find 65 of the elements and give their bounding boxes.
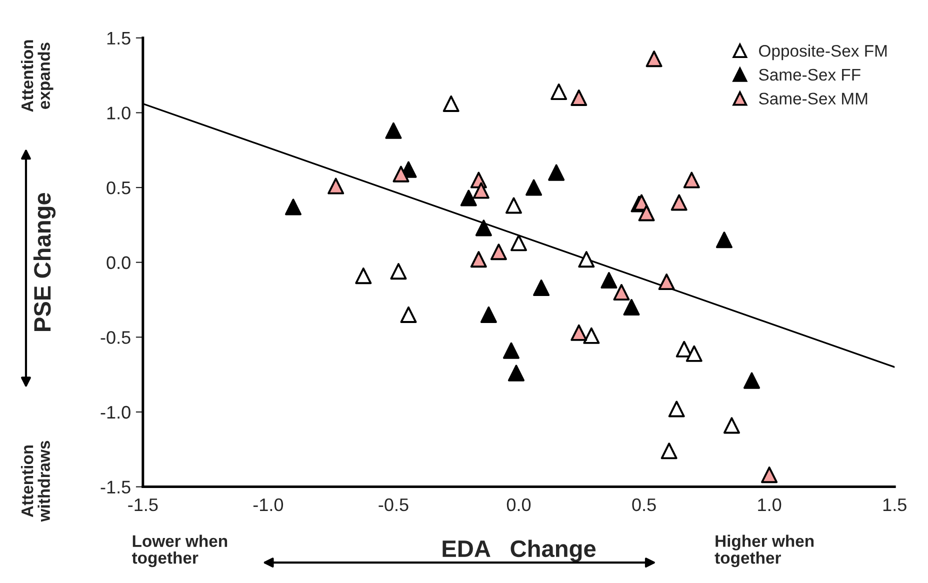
y-tick-label: 0.5: [106, 181, 130, 194]
x-axis-title: EDA Change: [442, 540, 596, 562]
point: [328, 178, 344, 194]
point: [570, 89, 588, 106]
x-tick-label: 1.5: [883, 498, 906, 512]
point: [526, 179, 542, 196]
point: [400, 306, 417, 323]
point: [658, 274, 675, 290]
text: Attention expands: [20, 40, 54, 112]
point: [505, 197, 522, 214]
y-tick-label: 0.0: [106, 256, 130, 270]
point: [570, 324, 588, 341]
point: [472, 182, 490, 199]
point: [723, 417, 740, 434]
point: [508, 364, 525, 382]
y-tick-label: 1.0: [107, 106, 130, 120]
x-tick-label: -0.5: [378, 498, 408, 512]
y-axis-title: PSE Change: [33, 192, 56, 331]
point: [668, 400, 685, 418]
point: [502, 342, 520, 359]
point: [284, 198, 302, 216]
legend-label: Same-Sex FF: [759, 68, 860, 81]
point: [670, 194, 688, 211]
y-tick-label: -1.0: [100, 406, 130, 419]
y-tick-label: 1.5: [107, 32, 130, 45]
point: [761, 466, 778, 484]
point: [613, 284, 630, 301]
point: [490, 244, 507, 260]
point: [470, 251, 487, 268]
legend-label: Same-Sex MM: [759, 92, 868, 105]
point: [676, 340, 692, 358]
point: [683, 172, 700, 188]
point: [510, 234, 528, 252]
y-tick-label: -1.5: [100, 480, 130, 494]
point: [550, 84, 568, 100]
text: Lower when together: [132, 534, 228, 568]
point: [660, 442, 678, 460]
point: [578, 251, 595, 268]
point: [355, 268, 372, 284]
point: [646, 50, 662, 68]
x-tick-label: 1.0: [758, 498, 782, 512]
point: [686, 345, 702, 362]
point: [716, 232, 732, 248]
point: [460, 190, 477, 206]
x-tick-label: 0.5: [632, 498, 656, 512]
point: [638, 204, 655, 222]
point: [385, 122, 402, 139]
x-tick-label: -1.5: [128, 498, 158, 512]
point: [392, 166, 410, 182]
point: [390, 263, 407, 280]
point: [475, 220, 492, 236]
y-tick-label: -0.5: [100, 331, 130, 344]
x-tick-label: 0.0: [506, 498, 531, 512]
point: [600, 272, 618, 289]
point: [744, 372, 760, 389]
point: [533, 280, 550, 296]
text: Attention withdraws: [20, 440, 50, 522]
point: [548, 164, 565, 181]
point: [623, 298, 640, 316]
x-tick-label: -1.0: [253, 498, 284, 512]
point: [583, 327, 600, 344]
point: [442, 95, 460, 112]
legend-label: Opposite-Sex FM: [759, 44, 887, 60]
point: [480, 306, 497, 323]
text: Higher when together: [714, 534, 814, 568]
